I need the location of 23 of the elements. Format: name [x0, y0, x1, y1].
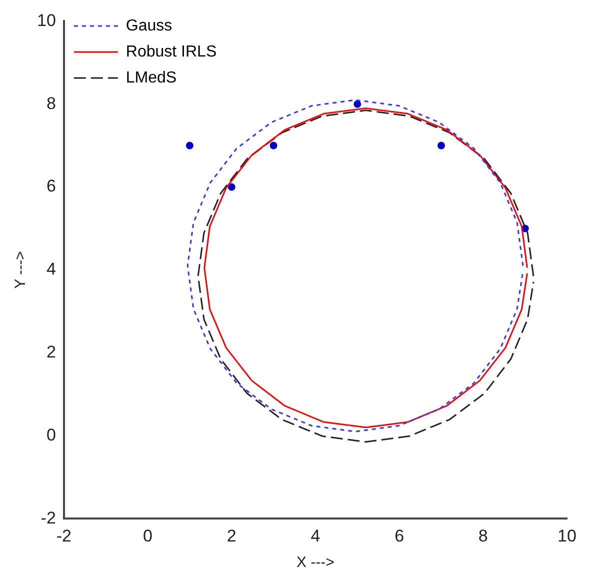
y-tick-label: -2: [40, 508, 56, 528]
y-axis-title: Y --->: [12, 250, 30, 289]
point: [354, 100, 362, 108]
x-tick-label: 2: [226, 526, 236, 546]
x-tick-label: 8: [478, 526, 488, 546]
x-tick-label: 6: [394, 526, 404, 546]
legend-label: Gauss: [126, 17, 172, 34]
x-tick-label: 10: [558, 526, 576, 546]
y-tick-label: 0: [46, 425, 56, 444]
y-tick-label: 4: [46, 260, 56, 279]
y-tick-label: 6: [46, 176, 56, 196]
y-tick-label: 8: [46, 94, 56, 113]
x-tick-label: 0: [143, 526, 152, 546]
point: [228, 183, 236, 191]
point: [270, 142, 278, 150]
y-tick-label: 2: [46, 342, 56, 362]
x-tick-label: 4: [310, 526, 320, 546]
x-axis-title: X --->: [296, 554, 335, 572]
point: [437, 142, 445, 150]
y-tick-label: 10: [36, 10, 56, 30]
legend-label: Robust IRLS: [126, 43, 217, 60]
point: [186, 142, 194, 150]
legend-label: LMedS: [126, 69, 177, 86]
